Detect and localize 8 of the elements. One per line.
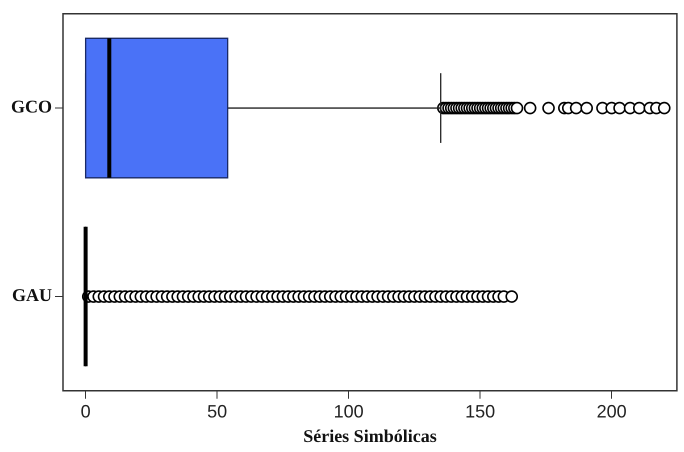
x-tick-label: 100 — [334, 402, 364, 422]
y-tick-label: GCO — [10, 96, 52, 117]
x-axis-title: Séries Simbólicas — [303, 426, 437, 446]
x-tick-label: 150 — [465, 402, 496, 422]
x-tick-label: 0 — [80, 402, 91, 422]
x-tick-label: 200 — [596, 402, 627, 422]
y-tick-label: GAU — [12, 285, 52, 306]
x-tick-label: 50 — [207, 402, 228, 422]
